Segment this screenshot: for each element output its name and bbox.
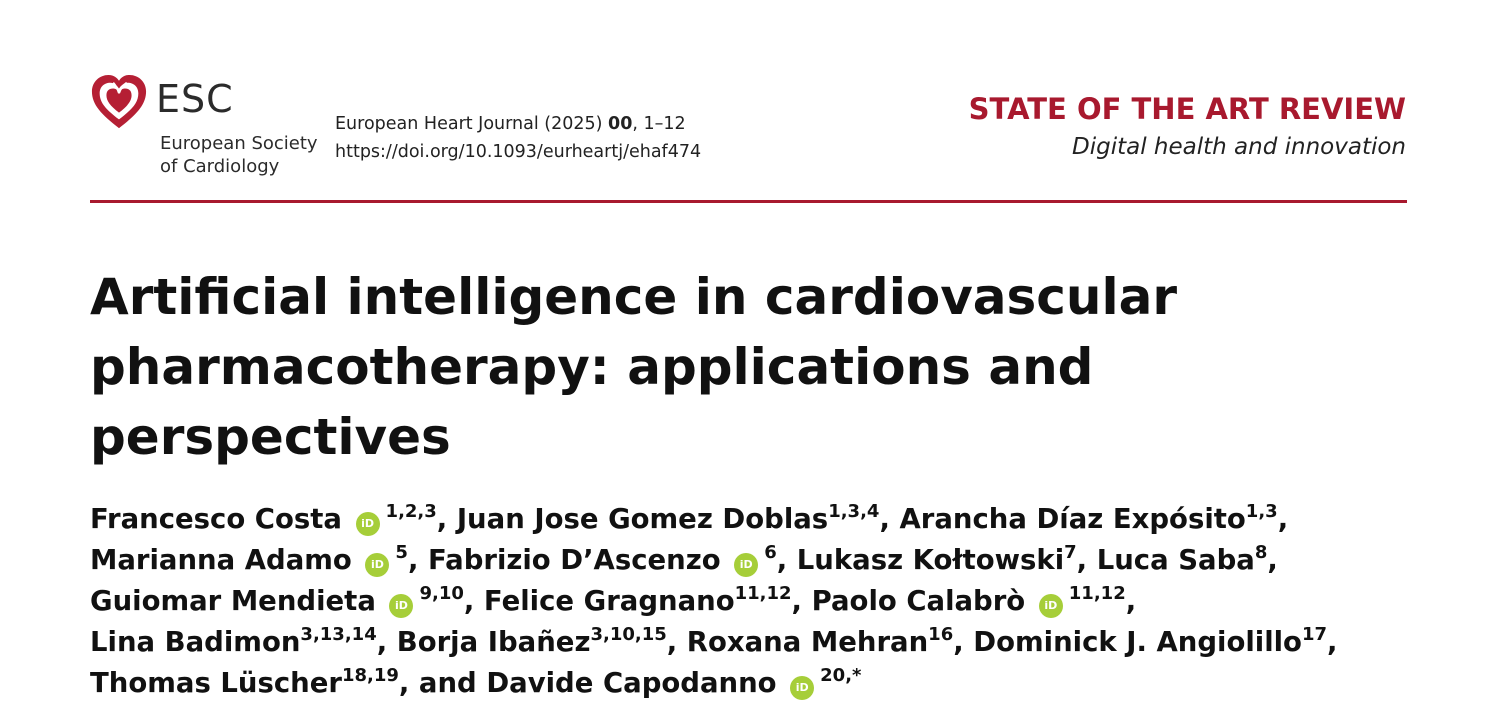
affiliation-superscript: 3,13,14 <box>300 624 377 645</box>
affiliation-superscript: 1,2,3 <box>385 501 437 522</box>
title-line: perspectives <box>90 408 451 466</box>
author-name[interactable]: Thomas Lüscher <box>90 667 342 699</box>
author-line: Marianna Adamo iD5, Fabrizio D’Ascenzo i… <box>90 540 1420 581</box>
affiliation-superscript: 11,12 <box>1068 583 1126 604</box>
author-separator: , <box>1277 503 1289 535</box>
affiliation-superscript: 1,3 <box>1245 501 1278 522</box>
author-separator: , <box>376 626 397 658</box>
author-name[interactable]: Juan Jose Gomez Doblas <box>456 503 829 535</box>
author-name[interactable]: Roxana Mehran <box>686 626 929 658</box>
orcid-icon[interactable]: iD <box>355 512 380 536</box>
esc-fullname: European Society of Cardiology <box>160 132 318 178</box>
author-line: Lina Badimon3,13,14, Borja Ibañez3,10,15… <box>90 622 1420 663</box>
affiliation-superscript: 5 <box>395 542 408 563</box>
author-name[interactable]: Arancha Díaz Expósito <box>899 503 1246 535</box>
section-subtitle: Digital health and innovation <box>1072 134 1406 160</box>
author-name[interactable]: Felice Gragnano <box>483 585 735 617</box>
affiliation-superscript: 9,10 <box>419 583 464 604</box>
heart-icon <box>91 74 147 129</box>
author-separator: , <box>1076 544 1097 576</box>
title-line: pharmacotherapy: applications and <box>90 338 1094 396</box>
article-title: Artificial intelligence in cardiovascula… <box>90 262 1390 472</box>
author-name[interactable]: Marianna Adamo <box>90 544 352 576</box>
section-title: STATE OF THE ART REVIEW <box>968 92 1406 126</box>
author-separator: , <box>1267 544 1278 576</box>
author-name[interactable]: Paolo Calabrò <box>811 585 1026 617</box>
affiliation-superscript: 18,19 <box>341 665 399 686</box>
author-name[interactable]: Dominick J. Angiolillo <box>973 626 1302 658</box>
esc-wordmark: ESC <box>156 77 234 121</box>
author-separator: , <box>953 626 974 658</box>
doi-link[interactable]: https://doi.org/10.1093/eurheartj/ehaf47… <box>335 142 702 162</box>
author-name[interactable]: Francesco Costa <box>90 503 342 535</box>
affiliation-superscript: 7 <box>1064 542 1077 563</box>
journal-citation: European Heart Journal (2025) 00, 1–12 <box>335 110 701 138</box>
author-separator: , <box>1125 585 1137 617</box>
affiliation-superscript: 3,10,15 <box>590 624 667 645</box>
affiliation-superscript: 6 <box>764 542 777 563</box>
author-separator: , <box>776 544 797 576</box>
author-name[interactable]: Luca Saba <box>1096 544 1255 576</box>
orcid-icon[interactable]: iD <box>389 594 414 618</box>
author-line: Guiomar Mendieta iD9,10, Felice Gragnano… <box>90 581 1420 622</box>
author-separator: , <box>463 585 484 617</box>
orcid-icon[interactable]: iD <box>1038 594 1063 618</box>
affiliation-superscript: 17 <box>1301 624 1328 645</box>
header-divider <box>90 200 1407 203</box>
author-line: Thomas Lüscher18,19, and Davide Capodann… <box>90 663 1420 704</box>
esc-name-line1: European Society <box>160 133 318 154</box>
affiliation-superscript: 1,3,4 <box>828 501 880 522</box>
author-separator: , <box>666 626 687 658</box>
esc-name-line2: of Cardiology <box>160 156 280 177</box>
orcid-icon[interactable]: iD <box>734 553 759 577</box>
author-line: Francesco Costa iD1,2,3, Juan Jose Gomez… <box>90 499 1420 540</box>
journal-info: European Heart Journal (2025) 00, 1–12 h… <box>335 110 701 166</box>
affiliation-superscript: 8 <box>1254 542 1268 563</box>
author-name[interactable]: Guiomar Mendieta <box>90 585 376 617</box>
journal-pages: , 1–12 <box>632 114 686 134</box>
author-name[interactable]: Lina Badimon <box>90 626 301 658</box>
author-separator: , <box>791 585 812 617</box>
journal-volume: 00 <box>608 114 633 134</box>
author-separator: , <box>1327 626 1338 658</box>
author-name[interactable]: Lukasz Kołtowski <box>796 544 1065 576</box>
author-name[interactable]: Fabrizio D’Ascenzo <box>427 544 721 576</box>
author-separator: , <box>407 544 428 576</box>
author-name[interactable]: and Davide Capodanno <box>418 667 777 699</box>
affiliation-superscript: 16 <box>928 624 954 645</box>
orcid-icon[interactable]: iD <box>790 676 815 700</box>
author-separator: , <box>879 503 900 535</box>
author-separator: , <box>436 503 457 535</box>
section-header: STATE OF THE ART REVIEW Digital health a… <box>969 92 1406 160</box>
author-name[interactable]: Borja Ibañez <box>396 626 591 658</box>
journal-name: European Heart Journal (2025) <box>335 114 603 134</box>
title-line: Artificial intelligence in cardiovascula… <box>90 268 1178 326</box>
affiliation-superscript: 11,12 <box>734 583 792 604</box>
author-list: Francesco Costa iD1,2,3, Juan Jose Gomez… <box>90 499 1420 704</box>
orcid-icon[interactable]: iD <box>365 553 390 577</box>
author-separator: , <box>398 667 419 699</box>
affiliation-superscript: 20,* <box>820 665 862 686</box>
